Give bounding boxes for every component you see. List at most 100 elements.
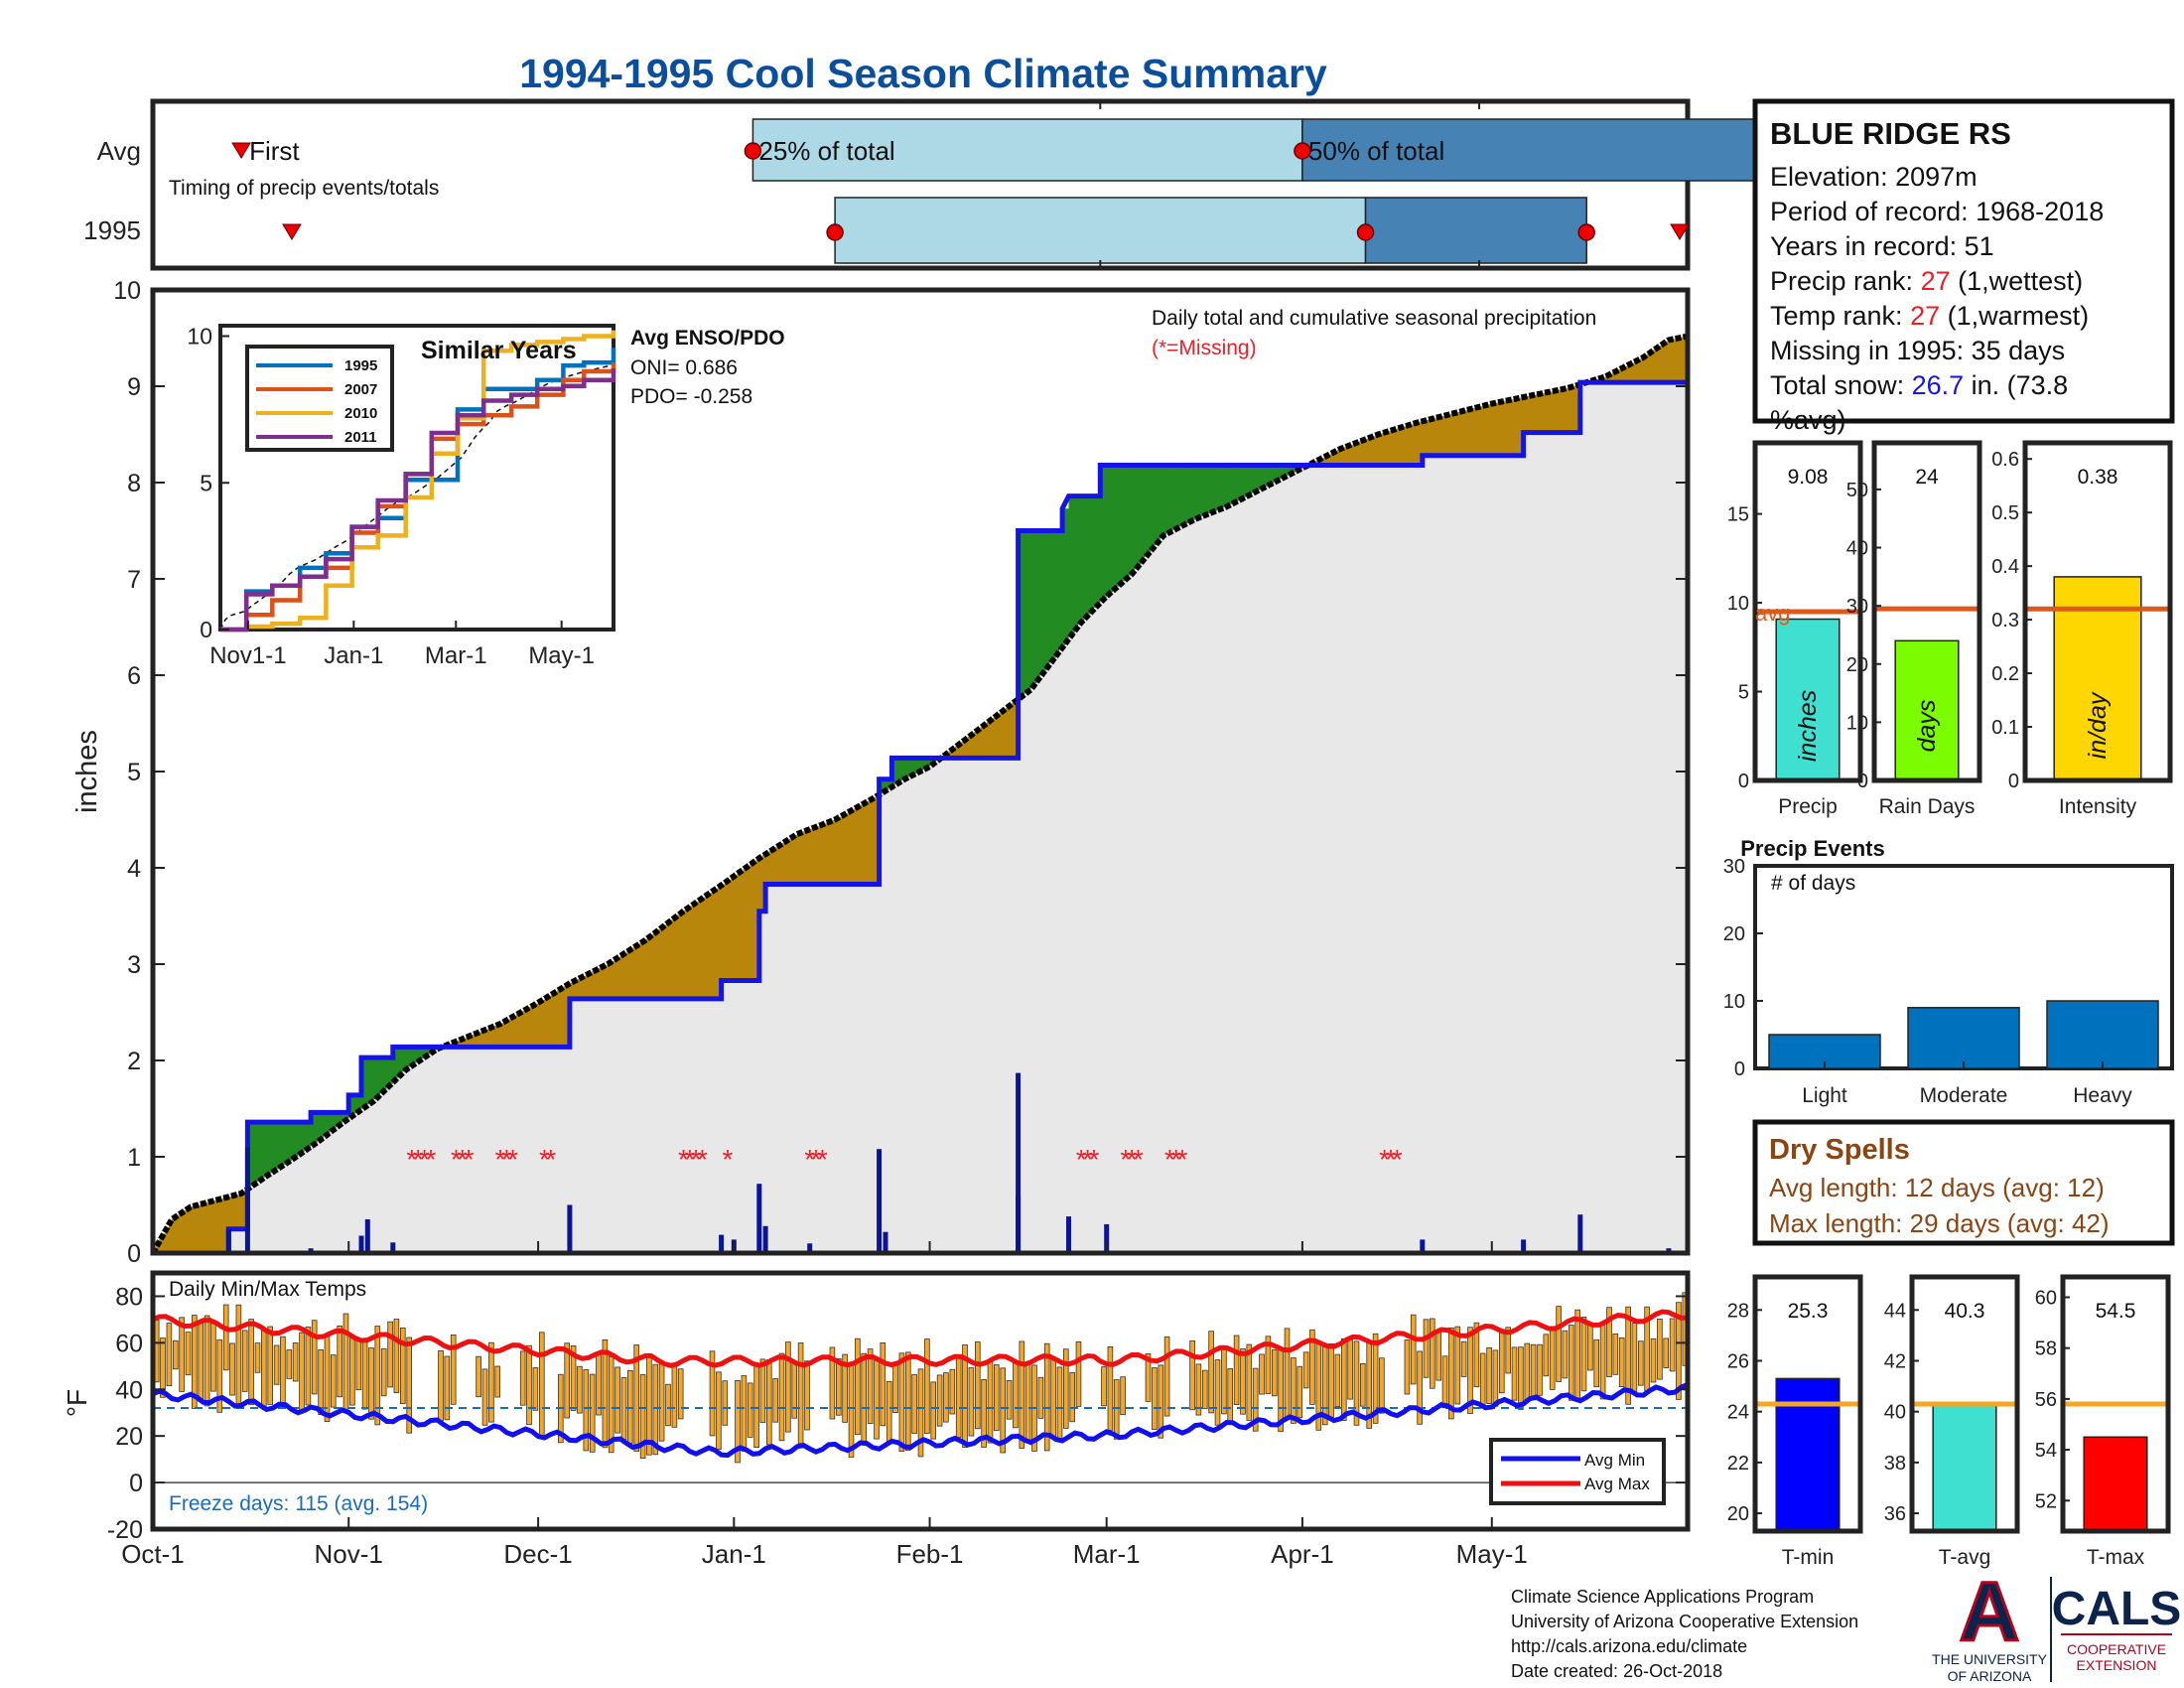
cumulative-base-strip <box>1646 382 1651 1253</box>
inset-xtick-label: Mar-1 <box>425 642 487 669</box>
above-average-strip <box>399 1047 403 1075</box>
cumulative-base-strip <box>1416 465 1421 1253</box>
below-average-strip <box>680 912 685 999</box>
above-average-strip <box>376 1057 381 1097</box>
below-average-strip <box>1400 427 1405 466</box>
daily-temp-bar <box>716 1371 722 1451</box>
daily-precip-bar <box>719 1234 725 1253</box>
below-average-strip <box>712 890 716 999</box>
below-average-strip <box>696 901 700 999</box>
cumulative-base-strip <box>847 884 852 1253</box>
cumulative-base-strip <box>1488 455 1493 1254</box>
daily-temp-bar <box>1101 1366 1107 1407</box>
cumulative-base-strip <box>1656 382 1660 1253</box>
below-average-strip <box>1539 393 1544 433</box>
cumulative-base-strip <box>1074 629 1079 1253</box>
below-average-strip <box>1678 338 1683 383</box>
below-average-strip <box>1668 340 1673 383</box>
cumulative-base-strip <box>863 884 868 1253</box>
below-average-strip <box>774 847 779 885</box>
cumulative-base-strip <box>1113 589 1117 1253</box>
below-average-strip <box>866 800 871 885</box>
cumulative-base-strip <box>977 758 982 1253</box>
daily-temp-bar <box>855 1337 861 1436</box>
cumulative-base-strip <box>336 1126 341 1253</box>
daily-precip-bar <box>1577 1214 1583 1253</box>
below-average-strip <box>1475 407 1480 456</box>
below-average-strip <box>1624 365 1629 383</box>
above-average-strip <box>1109 465 1114 593</box>
daily-precip-bar <box>390 1242 396 1253</box>
cumulative-base-strip <box>330 1131 334 1253</box>
cumulative-base-strip <box>402 1071 407 1253</box>
cumulative-base-strip <box>1410 465 1414 1253</box>
timing-marker-q50-1995 <box>1356 223 1375 241</box>
missing-day-marker: * <box>419 1144 430 1175</box>
cumulative-base-strip <box>304 1150 309 1253</box>
station-snow: Total snow: 26.7 in. (73.8 <box>1770 370 2068 400</box>
missing-day-marker: * <box>545 1144 556 1175</box>
below-average-strip <box>538 1001 542 1048</box>
below-average-strip <box>573 980 577 999</box>
cumulative-base-strip <box>541 1047 546 1253</box>
cumulative-base-strip <box>929 765 934 1253</box>
inset-legend-label-2010: 2010 <box>344 405 377 422</box>
cumulative-base-strip <box>1447 455 1452 1254</box>
below-average-strip <box>822 823 827 885</box>
cumulative-base-strip <box>761 911 766 1253</box>
cumulative-base-strip <box>699 998 704 1253</box>
cumulative-base-strip <box>1564 432 1569 1253</box>
month-tick-label: Mar-1 <box>1073 1539 1141 1569</box>
main-ytick-label: 7 <box>127 566 141 594</box>
temp-frame <box>150 1270 1691 1532</box>
above-average-strip <box>291 1122 296 1159</box>
temp-summary-label: T-max <box>2087 1546 2145 1569</box>
cumulative-base-strip <box>1459 455 1464 1254</box>
cumulative-base-strip <box>333 1129 338 1253</box>
below-average-strip <box>1390 430 1395 466</box>
cumulative-base-strip <box>812 884 817 1253</box>
inset-average-line <box>219 364 609 631</box>
cumulative-base-strip <box>459 1047 464 1253</box>
cumulative-base-strip <box>680 998 685 1253</box>
below-average-strip <box>642 940 646 999</box>
above-average-strip <box>276 1122 280 1170</box>
cumulative-base-strip <box>1122 581 1127 1253</box>
daily-temp-bar <box>880 1342 887 1427</box>
daily-temp-bar <box>1625 1306 1631 1405</box>
below-average-strip <box>1485 404 1490 456</box>
cumulative-base-strip <box>1012 758 1017 1253</box>
cumulative-base-strip <box>266 1175 271 1253</box>
daily-temp-bar <box>1460 1340 1467 1377</box>
daily-temp-bar <box>1530 1343 1537 1401</box>
daily-temp-bar <box>1163 1336 1170 1417</box>
legend-max-label: Avg Max <box>1584 1475 1650 1493</box>
cumulative-base-strip <box>1311 465 1316 1253</box>
cumulative-base-strip <box>1055 653 1060 1253</box>
daily-temp-bar <box>1549 1327 1556 1390</box>
below-average-strip <box>765 853 769 885</box>
cumulative-base-strip <box>1301 467 1306 1253</box>
summary-ytick-label: 0.2 <box>1991 663 2019 685</box>
cumulative-base-strip <box>472 1047 477 1253</box>
above-average-strip <box>1248 465 1253 495</box>
cumulative-base-strip <box>487 1047 491 1253</box>
cumulative-base-strip <box>1384 465 1389 1253</box>
cumulative-base-strip <box>411 1064 416 1253</box>
below-average-strip <box>547 996 552 1048</box>
above-average-strip <box>913 758 918 774</box>
temp-summary-frame <box>2060 1274 2171 1534</box>
daily-temp-bar <box>260 1330 267 1409</box>
cumulative-base-strip <box>1618 382 1622 1253</box>
cumulative-base-strip <box>1586 382 1590 1253</box>
below-average-strip <box>1672 339 1676 383</box>
above-average-strip <box>1166 465 1170 533</box>
daily-temp-bar <box>1252 1367 1259 1432</box>
missing-day-marker: * <box>691 1144 702 1175</box>
below-average-strip <box>1549 391 1553 433</box>
cumulative-base-strip <box>1494 455 1499 1254</box>
cumulative-base-strip <box>1640 382 1645 1253</box>
summary-value-label: 9.08 <box>1788 466 1829 489</box>
summary-bar-rain-days <box>1894 639 1960 781</box>
cumulative-base-strip <box>747 980 751 1253</box>
